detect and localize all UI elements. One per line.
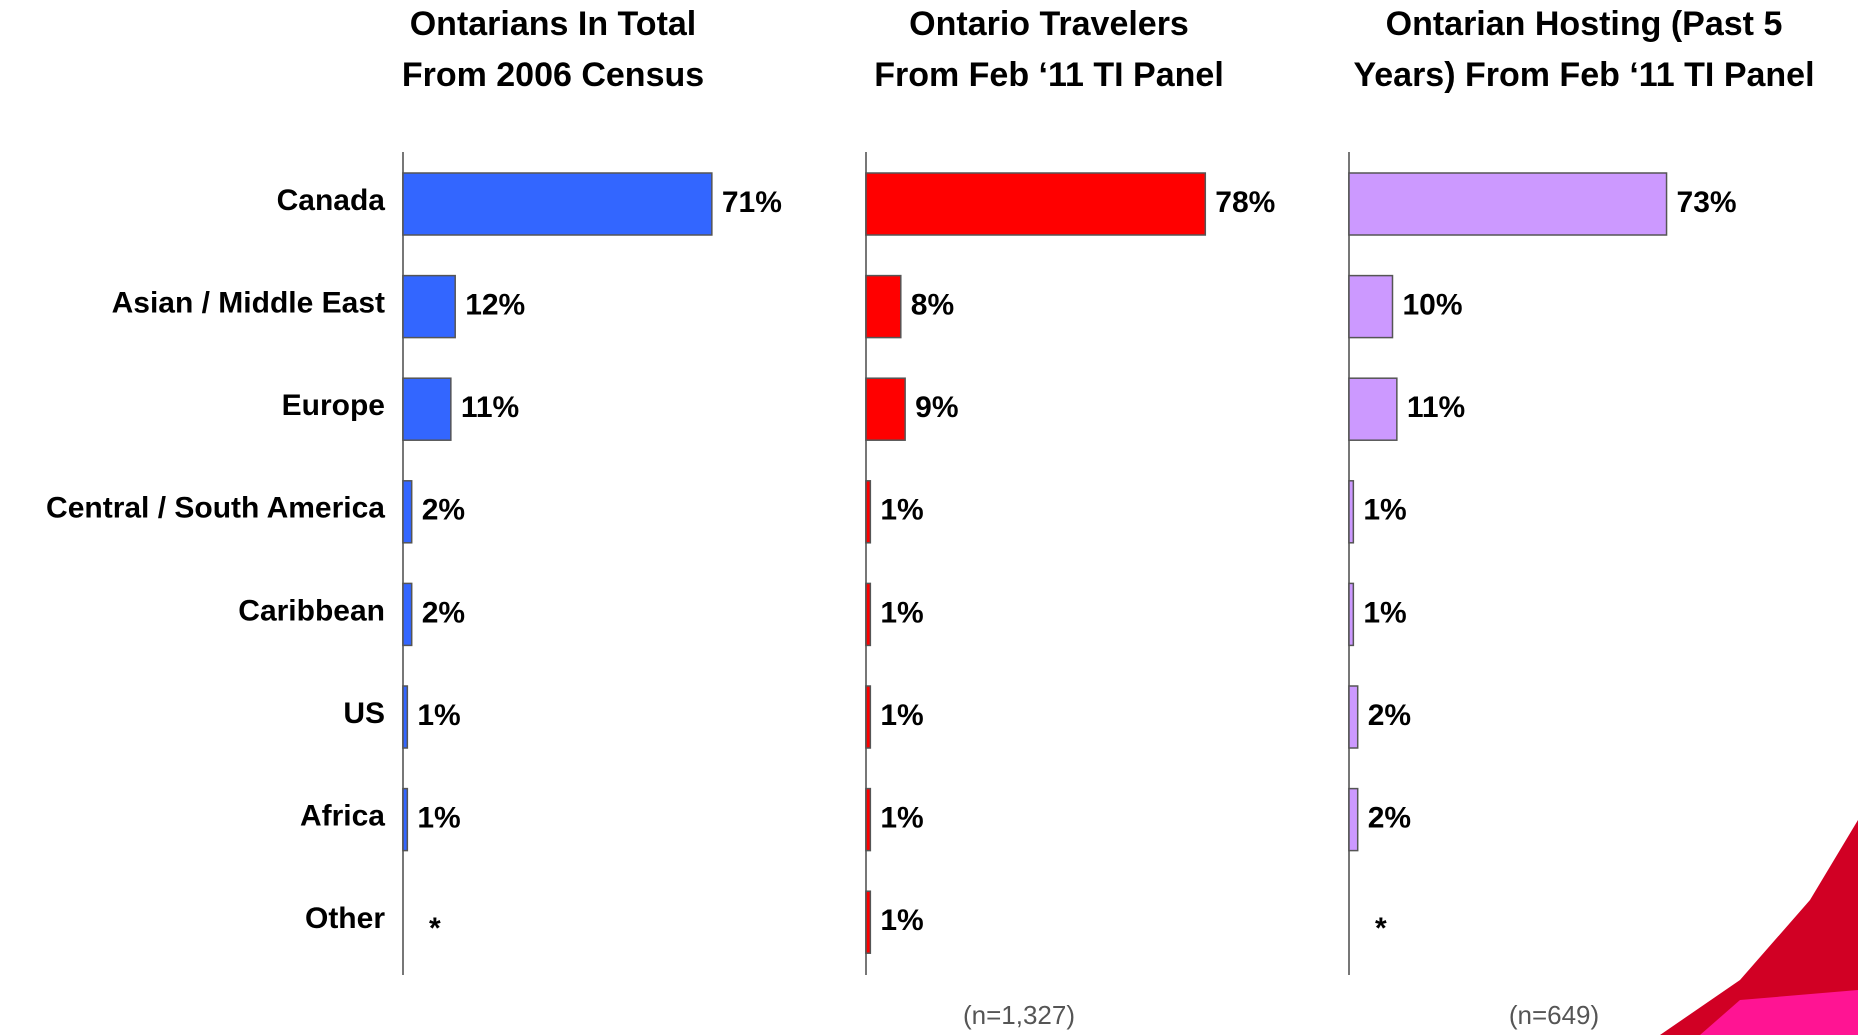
bar	[1349, 173, 1667, 235]
category-label: Other	[305, 902, 385, 935]
bar	[866, 276, 901, 338]
bar	[403, 583, 412, 645]
value-label: 10%	[1403, 289, 1463, 322]
value-label: 1%	[880, 596, 923, 629]
bar	[866, 583, 870, 645]
value-label: 1%	[1363, 596, 1406, 629]
category-label: US	[343, 697, 385, 730]
bar	[1349, 686, 1358, 748]
bar	[866, 378, 905, 440]
category-label: Asian / Middle East	[112, 287, 385, 320]
bar	[1349, 276, 1393, 338]
bar	[866, 891, 870, 953]
bar	[866, 481, 870, 543]
value-label: 11%	[461, 391, 519, 424]
chart-title: From 2006 Census	[402, 56, 704, 94]
chart: Canada Asian / Middle East Europe Central /…	[0, 0, 1858, 1035]
value-label: 11%	[1407, 391, 1465, 424]
value-label: 2%	[1368, 802, 1411, 835]
bar	[403, 789, 407, 851]
value-label: 2%	[422, 596, 465, 629]
category-label: Central / South America	[46, 492, 385, 525]
value-label: 73%	[1677, 186, 1737, 219]
bar	[403, 276, 455, 338]
bar	[1349, 481, 1353, 543]
bar	[1349, 378, 1397, 440]
value-label: 1%	[880, 904, 923, 937]
value-label: 1%	[880, 494, 923, 527]
value-label: *	[1375, 912, 1387, 945]
chart-title: Ontarian Hosting (Past 5	[1386, 5, 1783, 43]
value-label: 71%	[722, 186, 782, 219]
value-label: *	[429, 912, 441, 945]
sample-size-note: (n=649)	[1509, 1000, 1599, 1030]
value-label: 2%	[422, 494, 465, 527]
value-label: 8%	[911, 289, 954, 322]
category-label: Caribbean	[238, 594, 385, 627]
value-label: 9%	[915, 391, 958, 424]
bar	[866, 173, 1205, 235]
value-label: 78%	[1215, 186, 1275, 219]
value-label: 1%	[880, 802, 923, 835]
bar	[403, 686, 407, 748]
chart-title: Ontarians In Total	[410, 5, 697, 43]
value-label: 12%	[465, 289, 525, 322]
value-label: 2%	[1368, 699, 1411, 732]
value-label: 1%	[1363, 494, 1406, 527]
chart-title: Years) From Feb ‘11 TI Panel	[1353, 56, 1814, 94]
bar	[403, 173, 712, 235]
bar	[1349, 789, 1358, 851]
bar	[403, 481, 412, 543]
bar	[866, 686, 870, 748]
category-label: Canada	[277, 184, 386, 217]
category-label: Europe	[282, 389, 385, 422]
chart-title: From Feb ‘11 TI Panel	[874, 56, 1224, 94]
chart-title: Ontario Travelers	[909, 5, 1189, 43]
category-label: Africa	[300, 800, 385, 833]
bar	[1349, 583, 1353, 645]
bar	[403, 378, 451, 440]
sample-size-note: (n=1,327)	[963, 1000, 1075, 1030]
value-label: 1%	[417, 699, 460, 732]
value-label: 1%	[880, 699, 923, 732]
bar	[866, 789, 870, 851]
value-label: 1%	[417, 802, 460, 835]
